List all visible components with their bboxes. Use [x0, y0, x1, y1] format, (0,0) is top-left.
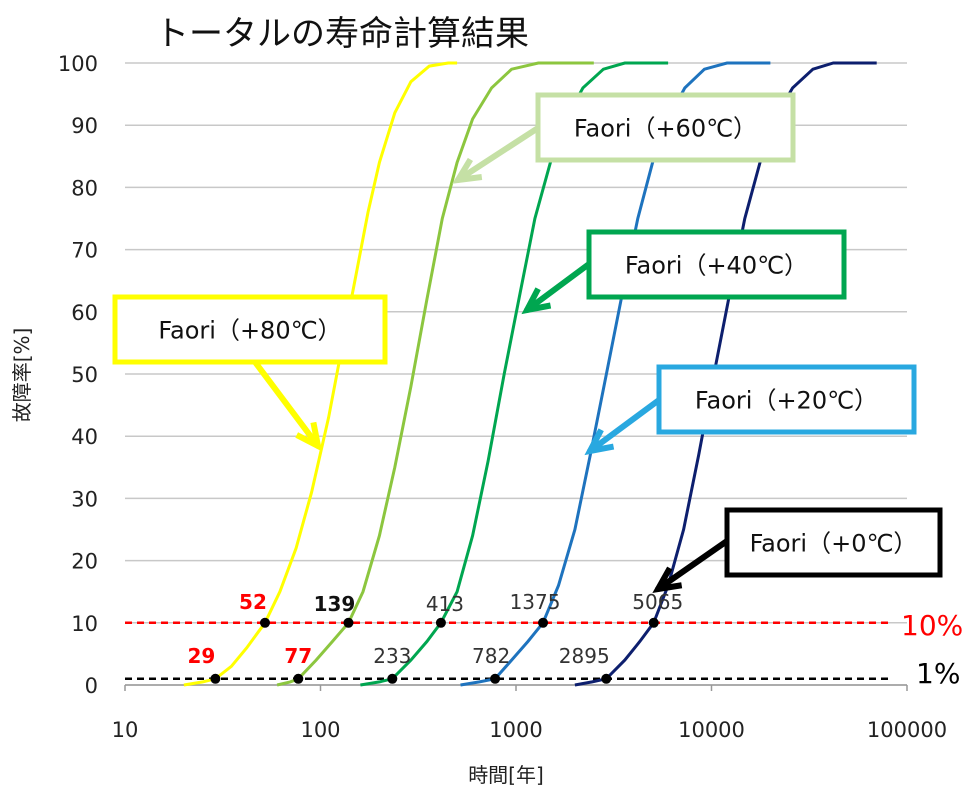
y-tick-label-50: 50 [71, 363, 98, 387]
legend-label-1: Faori（+60℃） [574, 115, 757, 143]
marked-point-5065 [648, 617, 659, 628]
series-arrowhead-1 [452, 157, 483, 184]
series-arrow-2 [524, 261, 592, 313]
series-line-0 [183, 61, 458, 687]
y-axis-label: 故障率[%] [10, 328, 34, 423]
data-label-29: 29 [187, 644, 215, 668]
y-tick-label-100: 100 [58, 52, 98, 76]
series-box-4 [724, 507, 943, 578]
data-label-782: 782 [472, 644, 510, 668]
x-tick-label-10000: 10000 [678, 718, 745, 742]
reference-label-10: 10% [901, 609, 963, 642]
series-box-0 [112, 294, 388, 365]
series-boxes: Faori（+80℃） Faori（+60℃） Faori（+40℃） Faori（+… [112, 92, 943, 593]
y-tick-label-40: 40 [71, 425, 98, 449]
data-label-52: 52 [239, 590, 267, 614]
x-tick-label-1000: 1000 [489, 718, 542, 742]
series-arrowhead-4 [652, 566, 683, 593]
y-tick-label-20: 20 [71, 550, 98, 574]
data-label-2895: 2895 [559, 644, 610, 668]
series-arrowhead-0 [295, 421, 323, 452]
series-line-2 [360, 61, 669, 687]
y-tick-label-70: 70 [71, 239, 98, 263]
series-box-3 [656, 364, 917, 435]
legend-label-3: Faori（+20℃） [695, 387, 878, 415]
marked-point-77 [293, 673, 304, 684]
series-line-1 [276, 61, 594, 687]
y-tick-label-90: 90 [71, 114, 98, 138]
y-tick-label-30: 30 [71, 487, 98, 511]
reference-label-1: 1% [916, 657, 960, 690]
series-arrow-4 [655, 538, 730, 592]
marked-point-782 [490, 673, 501, 684]
y-tick-label-80: 80 [71, 176, 98, 200]
reference-lines: 10%1% [125, 609, 963, 690]
legend-label-2: Faori（+40℃） [625, 252, 808, 280]
legend-label-0: Faori（+80℃） [158, 317, 341, 345]
x-axis-label: 時間[年] [468, 763, 544, 787]
series-box-1 [535, 92, 796, 163]
x-tick-label-100: 100 [300, 718, 340, 742]
data-label-5065: 5065 [632, 590, 683, 614]
marked-point-2895 [601, 673, 612, 684]
marked-point-139 [343, 617, 354, 628]
series-arrow-0 [252, 359, 321, 449]
series-line-3 [460, 61, 771, 687]
data-label-413: 413 [426, 592, 464, 616]
axis-ticks: 0 10 20 30 40 50 60 70 80 90 100 10 100 1000 10000 1000… [58, 52, 947, 742]
marked-point-29 [210, 673, 221, 684]
chart-title: トータルの寿命計算結果 [155, 14, 529, 54]
data-label-1375: 1375 [510, 590, 561, 614]
series-arrow-3 [587, 397, 662, 454]
data-label-77: 77 [284, 644, 312, 668]
series-box-2 [586, 229, 847, 300]
marked-point-52 [259, 617, 270, 628]
marked-points: 29 52 77 139 233 413 782 1375 2895 5065 [187, 590, 683, 684]
marked-point-1375 [538, 617, 549, 628]
data-label-233: 233 [373, 644, 411, 668]
series-arrowhead-3 [584, 428, 615, 456]
y-tick-label-0: 0 [85, 674, 98, 698]
data-label-139: 139 [314, 592, 356, 616]
legend-label-4: Faori（+0℃） [750, 530, 918, 558]
x-tick-label-10: 10 [112, 718, 139, 742]
series-arrowhead-2 [521, 287, 552, 315]
marked-point-233 [387, 673, 398, 684]
marked-point-413 [435, 617, 446, 628]
y-tick-label-10: 10 [71, 612, 98, 636]
x-tick-label-100000: 100000 [867, 718, 947, 742]
y-tick-label-60: 60 [71, 301, 98, 325]
series-arrow-1 [455, 125, 541, 183]
